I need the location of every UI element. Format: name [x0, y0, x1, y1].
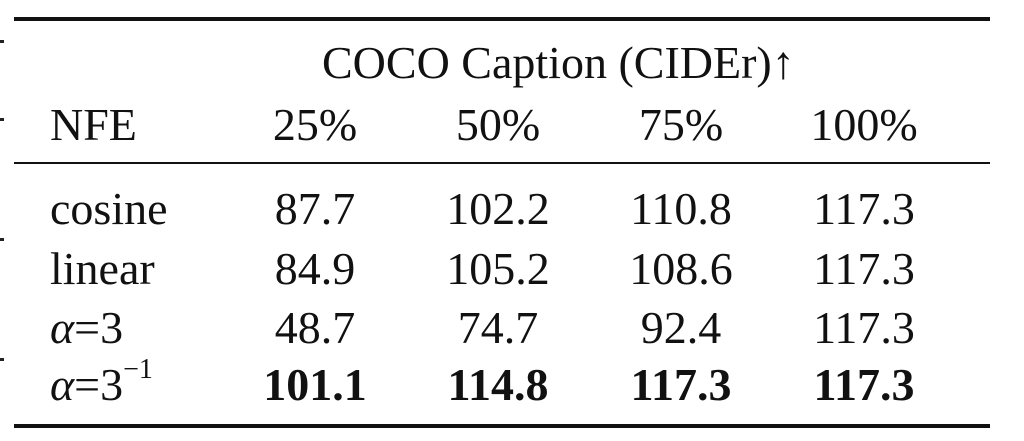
table-cell: 92.4: [640, 302, 722, 353]
table-cell: 110.8: [630, 183, 732, 234]
row-label: α=3: [50, 305, 123, 351]
row-label: cosine: [50, 183, 168, 234]
table-cell: 117.3: [813, 302, 915, 353]
table-cell: 108.6: [629, 243, 733, 294]
group-header: COCO Caption (CIDEr)↑: [322, 37, 795, 88]
table-cell: 48.7: [274, 302, 356, 353]
table-cell: 105.2: [446, 243, 550, 294]
table-cell: 102.2: [446, 183, 550, 234]
table-cell: 87.7: [274, 183, 356, 234]
table-cell-best: 117.3: [630, 359, 732, 410]
edge-mark: [0, 238, 4, 241]
header-rule: [14, 162, 990, 164]
table-cell: 117.3: [813, 183, 915, 234]
edge-mark: [0, 40, 4, 43]
edge-mark: [0, 118, 4, 121]
column-header: 50%: [455, 99, 541, 150]
column-header: 25%: [272, 99, 358, 150]
table-cell: 74.7: [457, 302, 539, 353]
bottom-rule: [14, 424, 990, 428]
row-label-rest: =3: [74, 359, 124, 410]
exponent: −1: [123, 354, 153, 385]
column-header: 100%: [810, 99, 918, 150]
column-header: 75%: [638, 99, 724, 150]
table-cell-best: 114.8: [447, 359, 549, 410]
alpha-symbol: α: [50, 302, 75, 353]
row-header: NFE: [50, 99, 137, 150]
row-label: α=3−1: [50, 356, 153, 410]
table-cell: 117.3: [813, 243, 915, 294]
top-rule: [14, 17, 990, 21]
table-cell-best: 101.1: [263, 359, 367, 410]
alpha-symbol: α: [50, 359, 75, 410]
row-label: linear: [50, 243, 155, 294]
table-cell: 84.9: [274, 243, 356, 294]
table-cell-best: 117.3: [813, 359, 915, 410]
edge-mark: [0, 358, 4, 361]
row-label-rest: =3: [74, 302, 124, 353]
